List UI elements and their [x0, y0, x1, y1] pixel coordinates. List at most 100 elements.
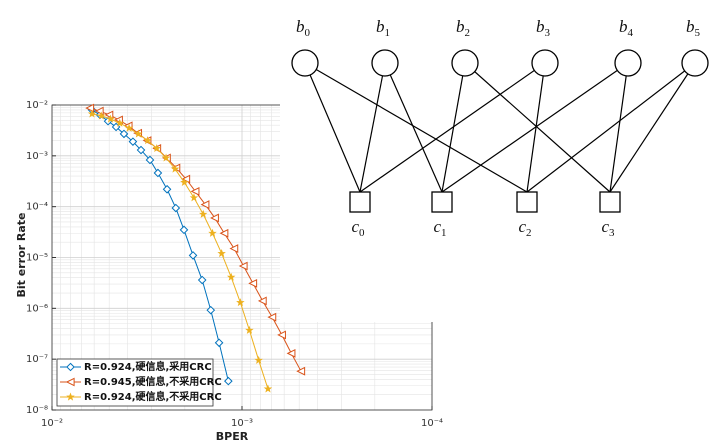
edge	[609, 62, 629, 193]
node-label: b4	[619, 17, 634, 39]
node-label: c0	[351, 217, 365, 239]
bit-node	[531, 49, 559, 77]
marker	[65, 377, 75, 387]
label-main: b	[686, 17, 695, 36]
edge	[304, 62, 528, 193]
check-node	[431, 191, 453, 213]
edge	[359, 62, 546, 193]
marker	[85, 103, 95, 113]
marker	[296, 366, 306, 376]
marker	[162, 184, 172, 194]
marker	[226, 272, 236, 281]
bit-node	[681, 49, 709, 77]
y-tick-label: 10⁻⁵	[26, 253, 48, 264]
marker	[208, 228, 217, 237]
marker	[152, 143, 161, 153]
marker	[181, 174, 191, 184]
label-main: b	[619, 17, 628, 36]
y-tick-label: 10⁻²	[26, 100, 48, 111]
y-axis-label: Bit error Rate	[15, 213, 28, 298]
marker	[267, 312, 277, 322]
marker	[134, 129, 143, 138]
y-tick-label: 10⁻⁷	[26, 354, 48, 365]
marker	[180, 177, 189, 187]
y-tick-label: 10⁻⁴	[26, 202, 48, 213]
node-label: c3	[601, 217, 615, 239]
check-node	[599, 191, 621, 213]
bit-node	[291, 49, 319, 77]
label-subscript: 1	[441, 227, 447, 239]
label-main: c	[601, 217, 609, 236]
bit-node	[371, 49, 399, 77]
label-main: c	[351, 217, 359, 236]
check-node	[349, 191, 371, 213]
marker	[170, 164, 180, 173]
marker	[190, 186, 200, 196]
legend-frame	[56, 358, 214, 407]
marker	[143, 136, 152, 145]
label-subscript: 0	[305, 27, 311, 39]
legend-label: R=0.924,硬信息,不采用CRC	[84, 390, 222, 403]
marker	[214, 338, 224, 348]
marker	[189, 193, 199, 202]
y-tick-label: 10⁻³	[26, 151, 48, 162]
bit-node	[614, 49, 642, 77]
marker	[263, 384, 273, 393]
marker	[136, 145, 146, 155]
bit-node	[451, 49, 479, 77]
marker	[179, 225, 189, 235]
node-label: b2	[456, 17, 470, 39]
legend: R=0.924,硬信息,采用CRC R=0.945,硬信息,不采用CRC R=0.9…	[56, 358, 222, 407]
label-subscript: 3	[609, 227, 615, 239]
edge	[441, 62, 629, 193]
edge	[304, 62, 361, 193]
label-subscript: 2	[465, 27, 471, 39]
marker	[245, 325, 254, 334]
x-tick-label: 10⁻³	[231, 418, 253, 429]
marker	[188, 251, 198, 260]
edge	[464, 62, 611, 193]
node-label: c1	[433, 217, 446, 239]
node-label: c2	[518, 217, 531, 239]
marker	[248, 278, 258, 288]
label-main: b	[536, 17, 545, 36]
edge	[609, 62, 696, 193]
label-subscript: 0	[359, 227, 365, 239]
marker	[87, 109, 97, 118]
marker	[224, 376, 233, 386]
label-subscript: 5	[695, 27, 701, 39]
marker	[277, 330, 286, 340]
label-main: b	[376, 17, 385, 36]
edge	[526, 62, 696, 193]
marker	[210, 213, 219, 223]
marker	[119, 129, 129, 139]
marker	[161, 153, 171, 162]
edge	[359, 62, 386, 193]
label-main: b	[456, 17, 465, 36]
x-tick-label: 10⁻⁴	[421, 418, 443, 429]
label-subscript: 1	[385, 27, 391, 39]
marker	[217, 249, 226, 258]
label-main: c	[518, 217, 526, 236]
x-axis-label: BPER	[216, 430, 249, 440]
node-label: b1	[376, 17, 390, 39]
marker	[286, 348, 296, 358]
label-subscript: 3	[545, 27, 551, 39]
marker	[106, 114, 115, 123]
label-main: c	[433, 217, 441, 236]
legend-label: R=0.945,硬信息,不采用CRC	[84, 375, 222, 388]
marker	[257, 296, 267, 306]
node-label: b3	[536, 17, 551, 39]
marker	[197, 275, 207, 285]
marker	[128, 137, 138, 146]
marker	[66, 392, 75, 401]
marker	[219, 228, 229, 238]
y-tick-label: 10⁻⁶	[26, 303, 48, 314]
series	[85, 103, 306, 376]
label-subscript: 4	[628, 27, 634, 39]
marker	[254, 355, 263, 364]
y-tick-label: 10⁻⁸	[26, 405, 48, 416]
series	[87, 109, 273, 393]
